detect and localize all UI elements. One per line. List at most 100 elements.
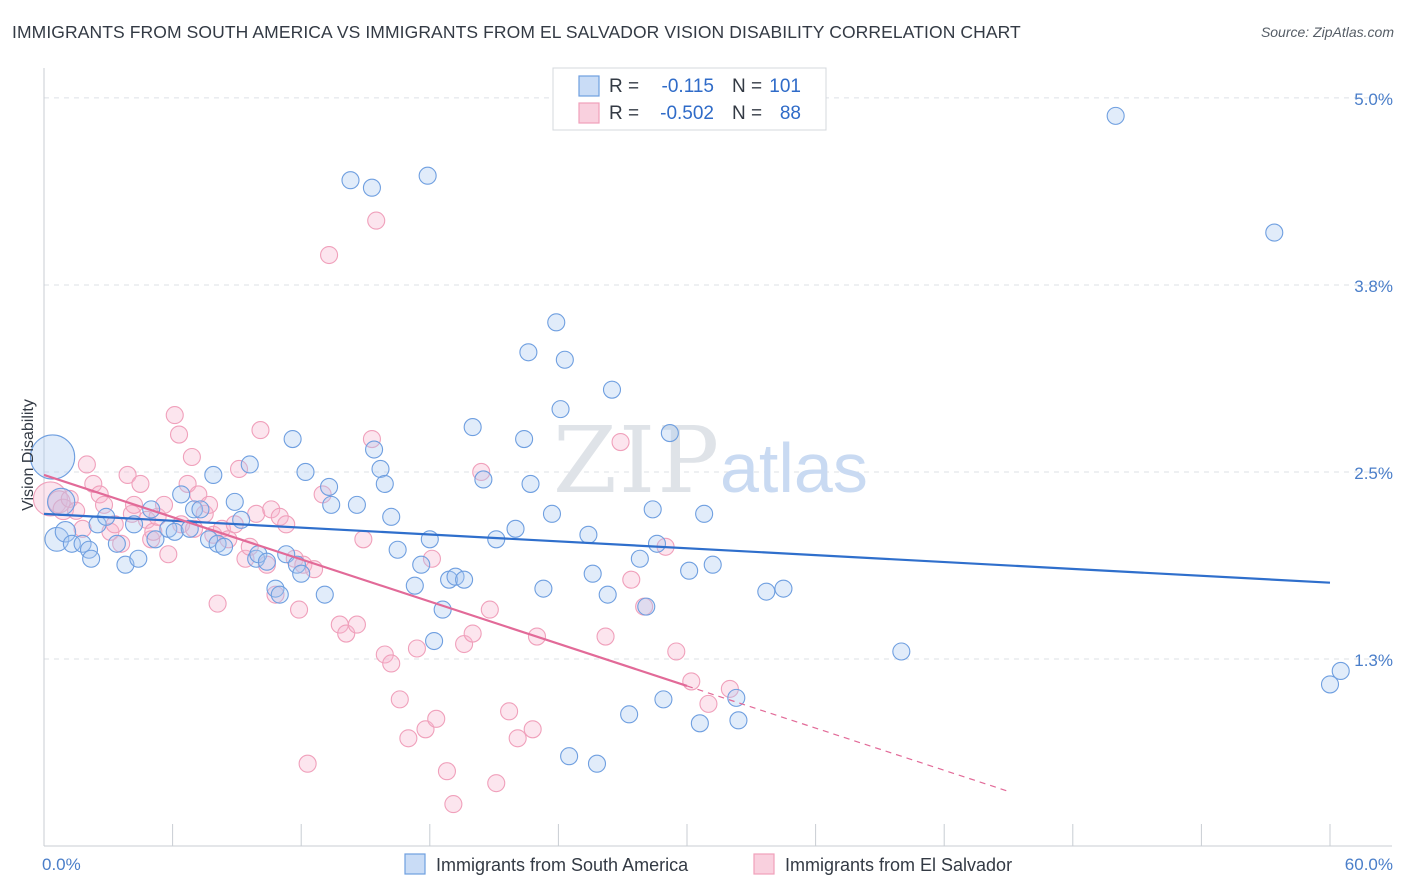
el-salvador-point-57 <box>354 530 373 549</box>
legend-n-value-1: 101 <box>769 76 801 97</box>
south-america-point-73 <box>583 564 602 583</box>
south-america-point-80 <box>643 500 662 519</box>
el-salvador-point-53 <box>320 245 339 265</box>
south-america-point-82 <box>654 690 673 709</box>
x-tick-label-0: 0.0% <box>42 855 81 874</box>
south-america-point-45 <box>365 440 384 459</box>
el-salvador-point-74 <box>487 774 506 793</box>
south-america-point-49 <box>388 540 407 559</box>
el-salvador-point-81 <box>622 570 641 589</box>
south-america-point-60 <box>474 470 493 489</box>
south-america-point-71 <box>560 747 579 766</box>
legend-n-value-2: 88 <box>780 103 801 124</box>
south-america-point-58 <box>455 570 474 589</box>
y-tick-label-2: 2.5% <box>1354 464 1393 483</box>
south-america-point-54 <box>425 631 444 651</box>
el-salvador-point-27 <box>182 447 201 467</box>
south-america-point-87 <box>703 555 722 574</box>
el-salvador-point-5 <box>73 519 92 538</box>
y-tick-label-1: 3.8% <box>1354 277 1393 296</box>
south-america-point-84 <box>680 561 699 580</box>
el-salvador-point-50 <box>298 754 317 773</box>
south-america-point-7 <box>82 549 101 568</box>
watermark-zip: ZIP <box>553 407 721 514</box>
el-salvador-point-7 <box>84 474 103 493</box>
south-america-point-52 <box>418 166 437 185</box>
el-salvador-point-8 <box>90 485 109 504</box>
south-america-point-81 <box>647 534 667 553</box>
south-america-point-41 <box>322 495 341 514</box>
y-tick-label-3: 1.3% <box>1354 651 1393 670</box>
series-legend: Immigrants from South America Immigrants… <box>404 853 1012 875</box>
el-salvador-point-40 <box>247 504 266 523</box>
el-salvador-point-86 <box>699 694 718 713</box>
el-salvador-point-18 <box>142 530 161 549</box>
south-america-point-59 <box>463 418 482 437</box>
south-america-point-96 <box>1331 661 1350 681</box>
south-america-point-76 <box>602 380 622 399</box>
el-salvador-point-66 <box>422 549 441 568</box>
series-legend-swatch-south-america <box>404 853 426 875</box>
el-salvador-point-68 <box>437 762 456 781</box>
legend-r-label-2: R = <box>609 103 639 124</box>
south-america-point-0 <box>29 434 76 480</box>
south-america-point-70 <box>555 350 574 369</box>
south-america-point-48 <box>382 507 401 526</box>
south-america-point-93 <box>1106 106 1125 125</box>
el-salvador-point-46 <box>277 515 296 534</box>
south-america-point-44 <box>362 178 381 197</box>
south-america-point-10 <box>107 534 126 553</box>
south-america-point-68 <box>547 313 566 332</box>
south-america-point-74 <box>587 754 607 773</box>
south-america-point-31 <box>257 552 276 571</box>
south-america-point-20 <box>184 500 204 519</box>
el-salvador-point-72 <box>472 462 491 482</box>
south-america-point-12 <box>124 515 144 534</box>
el-salvador-point-22 <box>159 545 178 564</box>
el-salvador-point-59 <box>367 211 386 230</box>
south-america-point-46 <box>371 459 390 479</box>
south-america-point-77 <box>620 705 639 724</box>
south-america-point-75 <box>598 585 617 604</box>
south-america-point-37 <box>292 564 311 583</box>
y-tick-labels: 5.0% 3.8% 2.5% 1.3% <box>1354 90 1393 670</box>
south-america-point-65 <box>521 474 540 493</box>
el-salvador-point-56 <box>347 615 366 634</box>
el-salvador-point-19 <box>144 522 163 541</box>
watermark-atlas: atlas <box>720 429 868 507</box>
axes <box>43 68 1392 847</box>
el-salvador-point-80 <box>611 432 630 452</box>
el-salvador-point-31 <box>199 495 219 514</box>
south-america-point-86 <box>695 504 714 523</box>
south-america-point-3 <box>54 521 77 543</box>
x-ticks <box>43 824 1331 846</box>
south-america-point-15 <box>146 530 165 549</box>
el-salvador-point-33 <box>208 594 227 613</box>
south-america-point-22 <box>199 530 219 549</box>
south-america-trend-line <box>43 512 1331 584</box>
legend-swatch-blue <box>578 75 600 97</box>
south-america-point-94 <box>1265 223 1284 242</box>
south-america-point-67 <box>542 504 562 523</box>
south-america-point-21 <box>191 500 210 519</box>
legend-r-value-2: -0.502 <box>660 103 714 124</box>
correlation-legend: R = -0.115 N = 101 R = -0.502 N = 88 <box>552 67 827 131</box>
el-salvador-point-76 <box>508 729 527 748</box>
south-america-point-35 <box>283 429 302 449</box>
el-salvador-point-37 <box>229 459 249 479</box>
south-america-point-50 <box>405 576 424 595</box>
south-america-point-40 <box>320 477 339 496</box>
south-america-point-64 <box>519 343 538 362</box>
south-america-point-62 <box>506 519 525 538</box>
south-america-point-43 <box>347 495 366 514</box>
south-america-point-78 <box>630 549 649 568</box>
south-america-point-39 <box>315 585 334 604</box>
south-america-point-4 <box>62 534 81 553</box>
south-america-point-25 <box>214 537 234 556</box>
south-america-point-51 <box>412 555 431 574</box>
south-america-point-38 <box>296 462 315 482</box>
chart-title: IMMIGRANTS FROM SOUTH AMERICA VS IMMIGRA… <box>12 22 1021 42</box>
el-salvador-point-73 <box>480 600 499 619</box>
series-legend-label-el-salvador: Immigrants from El Salvador <box>785 855 1012 875</box>
